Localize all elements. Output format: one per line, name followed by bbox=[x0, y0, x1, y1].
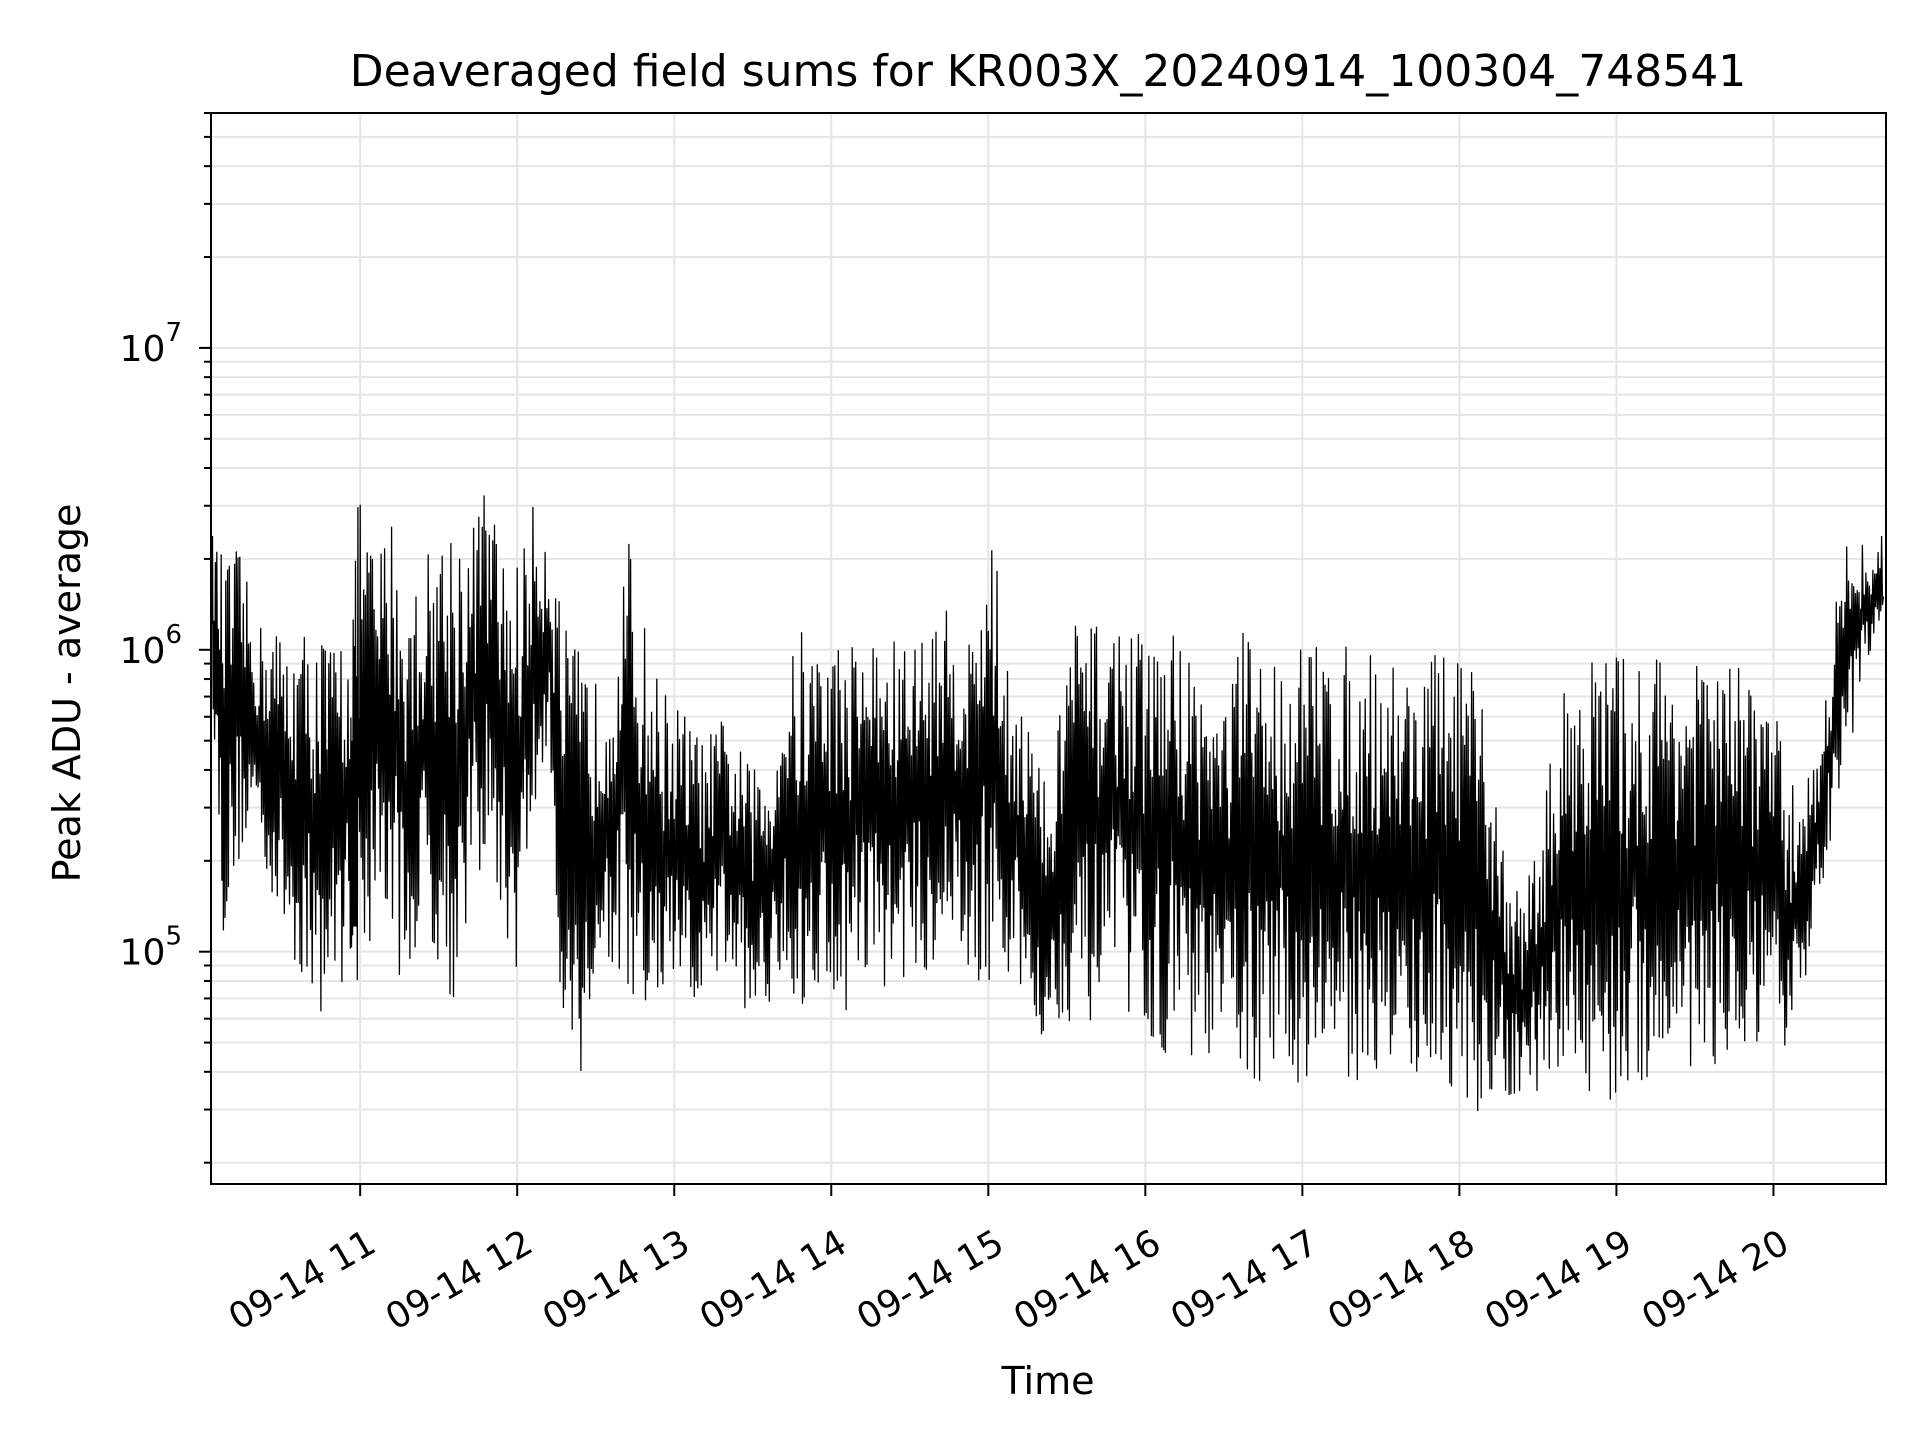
plot-area bbox=[210, 495, 1885, 1112]
grid bbox=[211, 112, 1886, 1184]
series-line bbox=[210, 495, 1885, 1112]
chart-title: Deaveraged field sums for KR003X_2024091… bbox=[350, 46, 1746, 97]
x-axis-label: Time bbox=[1001, 1359, 1095, 1403]
axes-frame bbox=[210, 112, 1887, 1185]
y-axis-label: Peak ADU - average bbox=[45, 504, 89, 883]
